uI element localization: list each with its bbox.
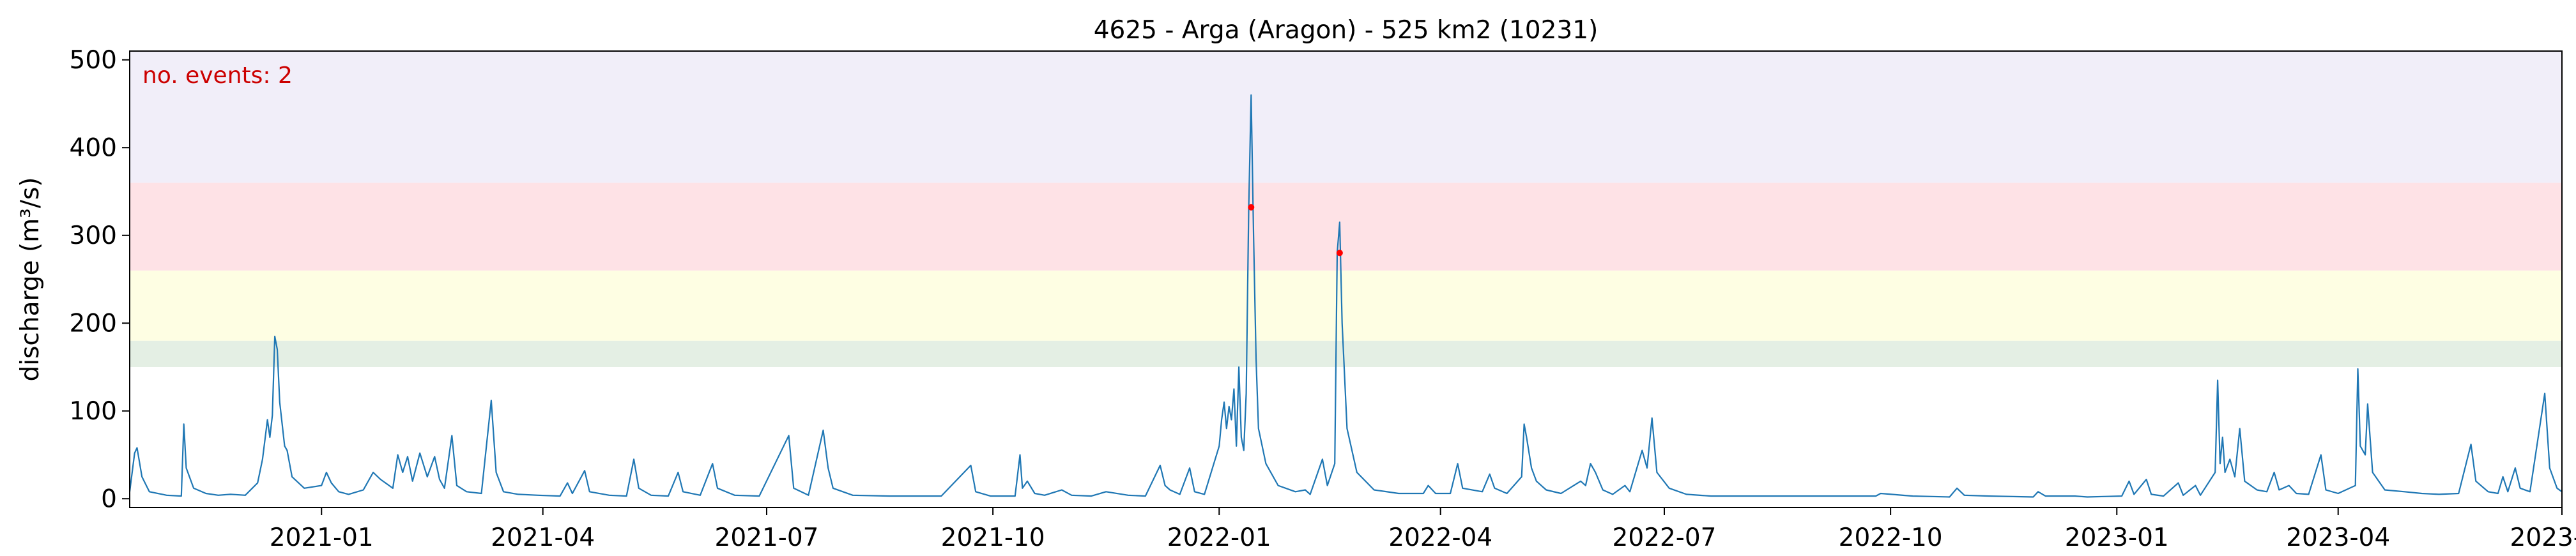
x-tick-label: 2023-07 [2510, 523, 2576, 552]
event-marker-2 [1336, 250, 1343, 257]
event-marker-1 [1248, 204, 1255, 211]
x-tick-label: 2023-04 [2286, 523, 2390, 552]
threshold-band-1 [130, 340, 2562, 367]
y-tick-label: 0 [101, 485, 117, 513]
threshold-band-4 [130, 51, 2562, 183]
x-tick-label: 2021-07 [715, 523, 819, 552]
x-tick-label: 2021-10 [941, 523, 1045, 552]
events-annotation: no. events: 2 [142, 63, 293, 89]
threshold-bands [130, 51, 2562, 367]
x-tick-label: 2021-04 [491, 523, 595, 552]
series-layer [128, 94, 2563, 498]
y-tick-label: 400 [70, 133, 117, 162]
y-axis: 0 100 200 300 400 500 [70, 46, 130, 513]
chart-title: 4625 - Arga (Aragon) - 525 km2 (10231) [1094, 16, 1598, 45]
y-tick-label: 300 [70, 222, 117, 250]
y-axis-label: discharge (m³/s) [16, 177, 45, 382]
event-markers [1248, 204, 1343, 257]
threshold-band-3 [130, 183, 2562, 271]
x-tick-label: 2022-04 [1388, 523, 1492, 552]
plot-frame [129, 50, 2563, 508]
x-axis: 2021-01 2021-04 2021-07 2021-10 2022-01 2022-… [270, 507, 2576, 552]
y-tick-label: 200 [70, 309, 117, 338]
x-tick-label: 2022-10 [1839, 523, 1943, 552]
threshold-band-2 [130, 270, 2562, 341]
x-tick-label: 2022-01 [1167, 523, 1271, 552]
series-line-discharge [128, 94, 2563, 498]
y-tick-label: 100 [70, 397, 117, 426]
x-tick-label: 2023-01 [2065, 523, 2169, 552]
x-tick-label: 2022-07 [1613, 523, 1717, 552]
x-tick-label: 2021-01 [270, 523, 374, 552]
y-tick-label: 500 [70, 46, 117, 75]
